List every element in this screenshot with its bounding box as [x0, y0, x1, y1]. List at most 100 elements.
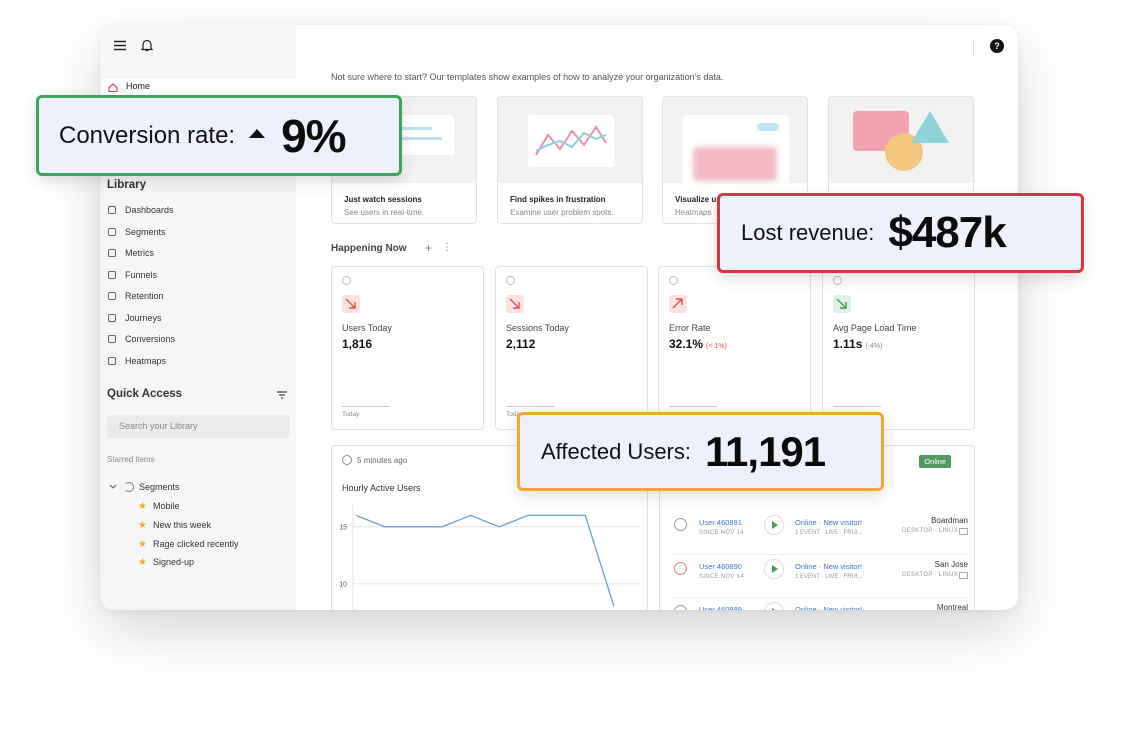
home-icon — [108, 83, 118, 92]
metric-number: 1,816 — [342, 337, 373, 351]
metric-value: 1.11s (-4%) — [833, 337, 883, 351]
item-icon — [108, 206, 116, 214]
library-item[interactable]: Metrics — [108, 246, 154, 260]
device-label: DESKTOP · LINUX — [902, 572, 958, 578]
starred-label: New this week — [152, 520, 211, 530]
y-tick-label: 15 — [339, 524, 347, 531]
library-item[interactable]: Heatmaps — [108, 354, 166, 368]
metric-label: Avg Page Load Time — [833, 323, 917, 333]
item-icon — [108, 314, 116, 322]
updated-label: 5 minutes ago — [357, 456, 408, 465]
trend-badge — [833, 295, 851, 313]
item-label: Dashboards — [125, 205, 174, 215]
callout-value: 9% — [281, 109, 346, 162]
metric-label: Sessions Today — [506, 323, 569, 333]
library-item[interactable]: Journeys — [108, 311, 162, 325]
city-label: San Jose — [934, 560, 968, 569]
star-icon: ★ — [138, 539, 147, 550]
item-label: Heatmaps — [125, 356, 167, 366]
user-link[interactable]: User 460890 — [699, 562, 742, 571]
bell-icon[interactable] — [141, 39, 153, 52]
library-item[interactable]: Dashboards — [108, 203, 174, 217]
metric-footer: Today — [342, 411, 360, 418]
metric-footer: Today — [506, 411, 524, 418]
item-label: Funnels — [125, 270, 158, 280]
template-image — [829, 97, 973, 183]
starred-item[interactable]: ★ Signed-up — [138, 555, 194, 569]
starred-item[interactable]: ★ New this week — [138, 518, 211, 532]
group-label: Segments — [139, 482, 180, 492]
row-divider — [670, 554, 968, 555]
callout: Conversion rate: 9% — [36, 95, 402, 176]
y-tick-label: 10 — [339, 581, 347, 588]
item-icon — [108, 271, 116, 279]
starred-label: Mobile — [152, 501, 180, 511]
item-icon — [108, 335, 116, 343]
play-button[interactable] — [764, 515, 784, 535]
library-item[interactable]: Funnels — [108, 268, 157, 282]
help-icon[interactable]: ? — [990, 39, 1004, 53]
clock-icon — [506, 276, 515, 285]
clock-icon — [669, 276, 678, 285]
menu-icon[interactable] — [114, 40, 126, 51]
template-card[interactable] — [828, 96, 974, 224]
item-label: Segments — [125, 227, 166, 237]
template-image — [663, 97, 807, 185]
clock-icon — [342, 276, 351, 285]
library-item[interactable]: Conversions — [108, 332, 175, 346]
add-button[interactable]: + — [425, 241, 433, 255]
library-item[interactable]: Retention — [108, 289, 164, 303]
metric-label: Users Today — [342, 323, 392, 333]
item-label: Metrics — [125, 248, 154, 258]
clock-icon — [342, 455, 352, 465]
starred-item[interactable]: ★ Rage clicked recently — [138, 537, 239, 551]
metric-card[interactable]: Sessions Today 2,112 Today — [495, 266, 648, 430]
city-label: Montreal — [936, 603, 968, 610]
play-button[interactable] — [764, 602, 784, 610]
avatar-icon — [674, 562, 687, 575]
clock-icon — [833, 276, 842, 285]
up-triangle — [249, 129, 266, 138]
callout-label: Lost revenue: — [741, 220, 875, 245]
metric-card[interactable]: Users Today 1,816 Today — [331, 266, 484, 430]
play-button[interactable] — [764, 559, 784, 579]
library-item[interactable]: Segments — [108, 225, 166, 239]
template-card[interactable]: Find spikes in frustration Examine user p… — [497, 96, 643, 224]
quick-access-title: Quick Access — [107, 388, 183, 400]
library-title: Library — [107, 179, 146, 191]
since-label: SINCE NOV 14 — [699, 574, 744, 580]
callout-label: Affected Users: — [541, 438, 691, 464]
metric-number: 32.1% — [669, 337, 704, 351]
item-icon — [108, 357, 116, 365]
metric-card[interactable]: Avg Page Load Time 1.11s (-4%) — [822, 266, 975, 430]
template-title: Just watch sessions — [344, 195, 422, 204]
more-button[interactable]: ⋮ — [442, 242, 452, 253]
session-row[interactable]: User 460891 SINCE NOV 14 Online · New visi… — [660, 515, 974, 558]
meta-label: 1 EVENT · LIVE · FRUI... — [795, 574, 863, 580]
session-row[interactable]: User 460890 SINCE NOV 14 Online · New visi… — [660, 554, 974, 602]
device-icon — [959, 572, 968, 579]
metric-number: 1.11s — [833, 337, 863, 351]
line — [355, 514, 615, 607]
callout-label: Conversion rate: — [59, 121, 236, 149]
starred-title: Starred items — [107, 455, 155, 464]
filter-icon[interactable] — [277, 391, 287, 399]
chevron[interactable] — [109, 484, 117, 490]
starred-item[interactable]: ★ Mobile — [138, 499, 179, 513]
search-box[interactable]: Search your Library — [107, 415, 290, 438]
sparkline-baseline — [833, 406, 881, 407]
item-label: Retention — [125, 291, 164, 301]
user-link[interactable]: User 460889 — [699, 605, 742, 610]
item-icon — [108, 292, 116, 300]
item-icon — [108, 249, 116, 257]
item-label: Journeys — [125, 313, 162, 323]
sparkline-baseline — [669, 406, 717, 407]
template-title: Visualize u — [675, 195, 717, 204]
section-title: Happening Now — [331, 243, 407, 254]
metric-card[interactable]: Error Rate 32.1% (< 1%) — [658, 266, 811, 430]
home-row[interactable]: Home — [102, 79, 296, 96]
template-description: Examine user problem spots. — [510, 208, 614, 217]
user-link[interactable]: User 460891 — [699, 518, 742, 527]
star-icon: ★ — [138, 520, 147, 531]
